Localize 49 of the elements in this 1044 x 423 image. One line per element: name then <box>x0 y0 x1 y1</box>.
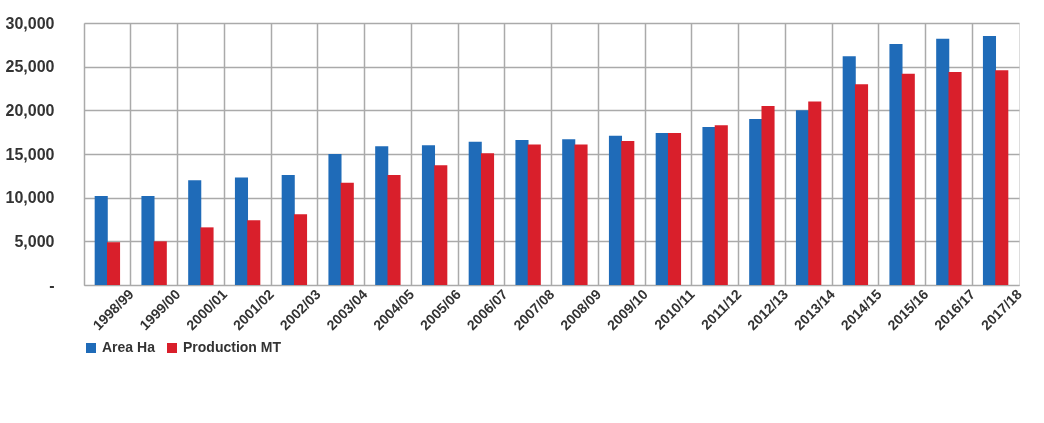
bar <box>153 241 167 285</box>
bar <box>667 133 682 285</box>
bar <box>574 144 588 285</box>
bar <box>702 126 716 285</box>
legend-label: Production MT <box>183 339 282 355</box>
y-tick-label: 20,000 <box>5 101 55 119</box>
bar <box>188 180 202 285</box>
bar <box>936 38 950 285</box>
bar <box>608 135 623 285</box>
bar <box>375 146 389 285</box>
y-tick-label: 25,000 <box>5 58 55 76</box>
bar <box>842 56 856 285</box>
y-tick-label: 10,000 <box>5 189 55 207</box>
bar <box>200 227 214 285</box>
bar <box>795 110 810 285</box>
bar <box>714 125 728 285</box>
bar <box>854 84 869 285</box>
bar <box>761 105 775 285</box>
bar <box>387 174 401 285</box>
bar <box>621 140 635 285</box>
bar <box>340 182 354 285</box>
bar <box>421 145 436 285</box>
bar <box>480 153 495 285</box>
bar <box>281 174 295 285</box>
bar <box>655 133 669 285</box>
bar <box>434 165 448 285</box>
bar <box>527 144 541 285</box>
legend-label: Area Ha <box>102 339 156 355</box>
bar <box>901 73 915 285</box>
bar <box>889 43 903 285</box>
y-tick-label: 30,000 <box>5 14 55 32</box>
y-tick-label: - <box>49 276 55 294</box>
bar <box>468 141 482 285</box>
bar <box>247 220 261 285</box>
y-tick-label: 5,000 <box>14 232 55 250</box>
bar <box>995 70 1009 285</box>
bar <box>749 119 763 285</box>
bar <box>234 177 249 285</box>
bar <box>328 154 342 285</box>
bar <box>948 71 962 285</box>
bar <box>94 195 108 285</box>
bar <box>141 195 155 285</box>
bar <box>808 101 822 285</box>
bar <box>293 214 308 285</box>
bar <box>562 139 576 285</box>
bar <box>982 36 997 285</box>
bar <box>515 140 529 285</box>
bar <box>106 242 121 285</box>
y-tick-label: 15,000 <box>5 145 55 163</box>
